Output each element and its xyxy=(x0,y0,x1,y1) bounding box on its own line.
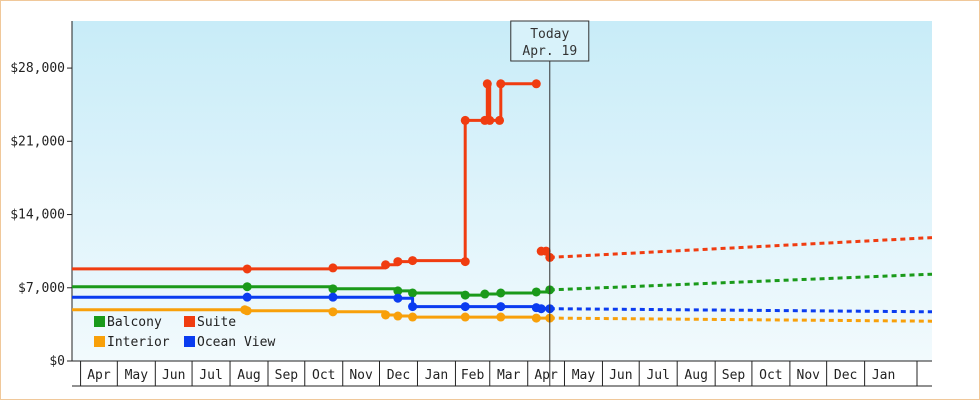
month-label: Aug xyxy=(237,368,260,383)
ocean-view-point xyxy=(393,293,403,303)
balcony-point xyxy=(408,288,418,298)
today-date: Apr. 19 xyxy=(522,44,577,59)
suite-point xyxy=(482,79,492,89)
balcony-point xyxy=(531,287,541,297)
month-label: Jun xyxy=(162,368,185,383)
suite-point xyxy=(242,264,252,274)
month-label: Sep xyxy=(722,368,746,383)
month-label: Dec xyxy=(834,368,857,383)
month-label: Nov xyxy=(349,368,373,383)
balcony-point xyxy=(393,286,403,296)
balcony-point xyxy=(480,289,490,299)
month-label: May xyxy=(125,368,149,383)
y-tick-label: $21,000 xyxy=(10,134,65,149)
suite-point xyxy=(408,256,418,266)
suite-point xyxy=(495,115,505,125)
suite-point xyxy=(485,115,495,125)
balcony-point xyxy=(496,288,506,298)
ocean-view-point xyxy=(460,302,470,312)
month-label: Nov xyxy=(797,368,821,383)
interior-point xyxy=(496,312,506,322)
y-tick-label: $7,000 xyxy=(18,281,65,296)
suite-point xyxy=(328,263,338,273)
month-label: Jul xyxy=(646,368,669,383)
interior-point xyxy=(393,311,403,321)
ocean-view-point xyxy=(536,304,546,314)
balcony-point xyxy=(460,290,470,300)
interior-point xyxy=(460,312,470,322)
month-label: Feb xyxy=(461,368,485,383)
ocean-view-point xyxy=(496,302,506,312)
interior-forecast-line xyxy=(549,316,933,323)
legend-label-ocean-view: Ocean View xyxy=(197,335,275,350)
month-label: Apr xyxy=(534,368,558,383)
month-label: May xyxy=(572,368,596,383)
interior-point xyxy=(408,312,418,322)
month-label: Oct xyxy=(759,368,782,383)
month-label: Aug xyxy=(684,368,707,383)
suite-point xyxy=(393,257,403,267)
month-label: Oct xyxy=(312,368,335,383)
balcony-forecast-line xyxy=(549,272,933,292)
ocean-view-forecast-line xyxy=(549,307,933,314)
month-label: Jun xyxy=(609,368,632,383)
suite-point xyxy=(460,115,470,125)
legend-swatch-suite xyxy=(184,316,195,327)
y-tick-label: $28,000 xyxy=(10,61,65,76)
balcony-point xyxy=(242,282,252,292)
legend-label-balcony: Balcony xyxy=(107,315,162,330)
ocean-view-point xyxy=(328,292,338,302)
legend-swatch-ocean-view xyxy=(184,336,195,347)
y-tick-label: $14,000 xyxy=(10,208,65,223)
interior-point xyxy=(242,306,252,316)
today-title: Today xyxy=(530,27,569,42)
suite-point xyxy=(496,79,506,89)
month-label: Jul xyxy=(199,368,222,383)
y-tick-label: $0 xyxy=(49,354,65,369)
ocean-view-point xyxy=(408,302,418,312)
interior-point xyxy=(381,310,391,320)
legend-label-interior: Interior xyxy=(107,335,170,350)
legend-label-suite: Suite xyxy=(197,315,236,330)
suite-point xyxy=(531,79,541,89)
today-box xyxy=(510,20,590,62)
ocean-view-point xyxy=(242,292,252,302)
legend-swatch-balcony xyxy=(94,316,105,327)
month-label: Sep xyxy=(275,368,299,383)
month-label: Dec xyxy=(387,368,410,383)
month-label: Mar xyxy=(497,368,521,383)
month-label: Apr xyxy=(87,368,111,383)
suite-point xyxy=(460,257,470,267)
suite-point xyxy=(381,260,391,270)
month-label: Jan xyxy=(425,368,448,383)
legend-swatch-interior xyxy=(94,336,105,347)
interior-point xyxy=(328,307,338,317)
balcony-point xyxy=(328,284,338,294)
month-label: Jan xyxy=(872,368,895,383)
suite-forecast-line xyxy=(549,236,933,259)
interior-point xyxy=(531,313,541,323)
